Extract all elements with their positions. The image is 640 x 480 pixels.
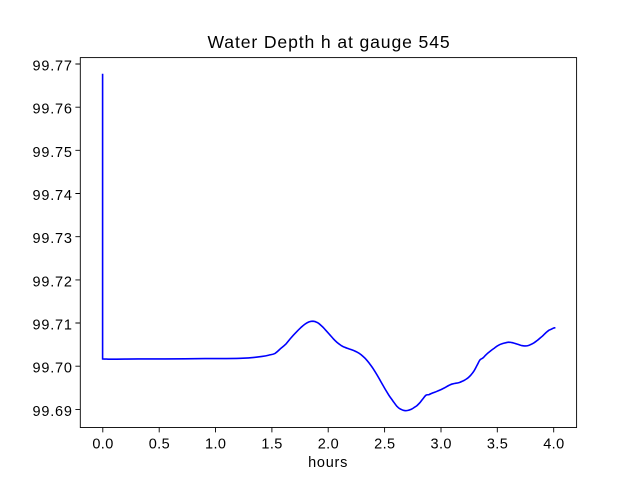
svg-text:99.77: 99.77 bbox=[33, 59, 73, 75]
svg-text:1.5: 1.5 bbox=[261, 436, 282, 452]
svg-text:1.0: 1.0 bbox=[205, 436, 226, 452]
svg-text:99.76: 99.76 bbox=[33, 102, 73, 118]
svg-text:hours: hours bbox=[308, 455, 348, 471]
svg-text:2.5: 2.5 bbox=[374, 436, 395, 452]
svg-text:0.5: 0.5 bbox=[149, 436, 170, 452]
svg-text:99.73: 99.73 bbox=[33, 231, 73, 247]
svg-text:3.5: 3.5 bbox=[487, 436, 508, 452]
svg-text:3.0: 3.0 bbox=[431, 436, 452, 452]
svg-text:99.70: 99.70 bbox=[33, 361, 73, 377]
svg-text:99.72: 99.72 bbox=[33, 274, 73, 290]
svg-text:4.0: 4.0 bbox=[543, 436, 564, 452]
svg-text:0.0: 0.0 bbox=[92, 436, 113, 452]
svg-text:99.69: 99.69 bbox=[33, 404, 73, 420]
svg-text:99.71: 99.71 bbox=[33, 318, 73, 334]
svg-text:99.74: 99.74 bbox=[33, 188, 73, 204]
svg-text:Water Depth h at gauge 545: Water Depth h at gauge 545 bbox=[207, 32, 450, 52]
svg-text:2.0: 2.0 bbox=[318, 436, 339, 452]
svg-text:99.75: 99.75 bbox=[33, 145, 73, 161]
